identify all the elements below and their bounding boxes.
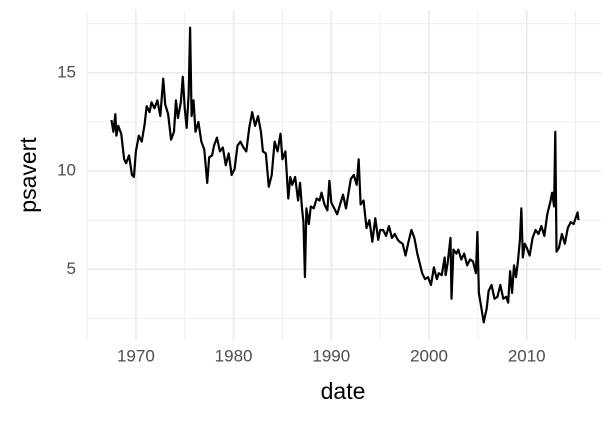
- y-tick-label: 15: [57, 62, 76, 81]
- x-tick-label: 1990: [312, 346, 350, 365]
- y-tick-label: 5: [67, 259, 76, 278]
- data-line: [110, 26, 580, 324]
- x-tick-label: 2000: [410, 346, 448, 365]
- x-tick-label: 1980: [215, 346, 253, 365]
- x-tick-label: 2010: [508, 346, 546, 365]
- x-tick-label: 1970: [117, 346, 155, 365]
- x-axis-title: date: [321, 378, 366, 404]
- y-axis-title: psavert: [15, 137, 41, 213]
- y-tick-label: 10: [57, 161, 76, 180]
